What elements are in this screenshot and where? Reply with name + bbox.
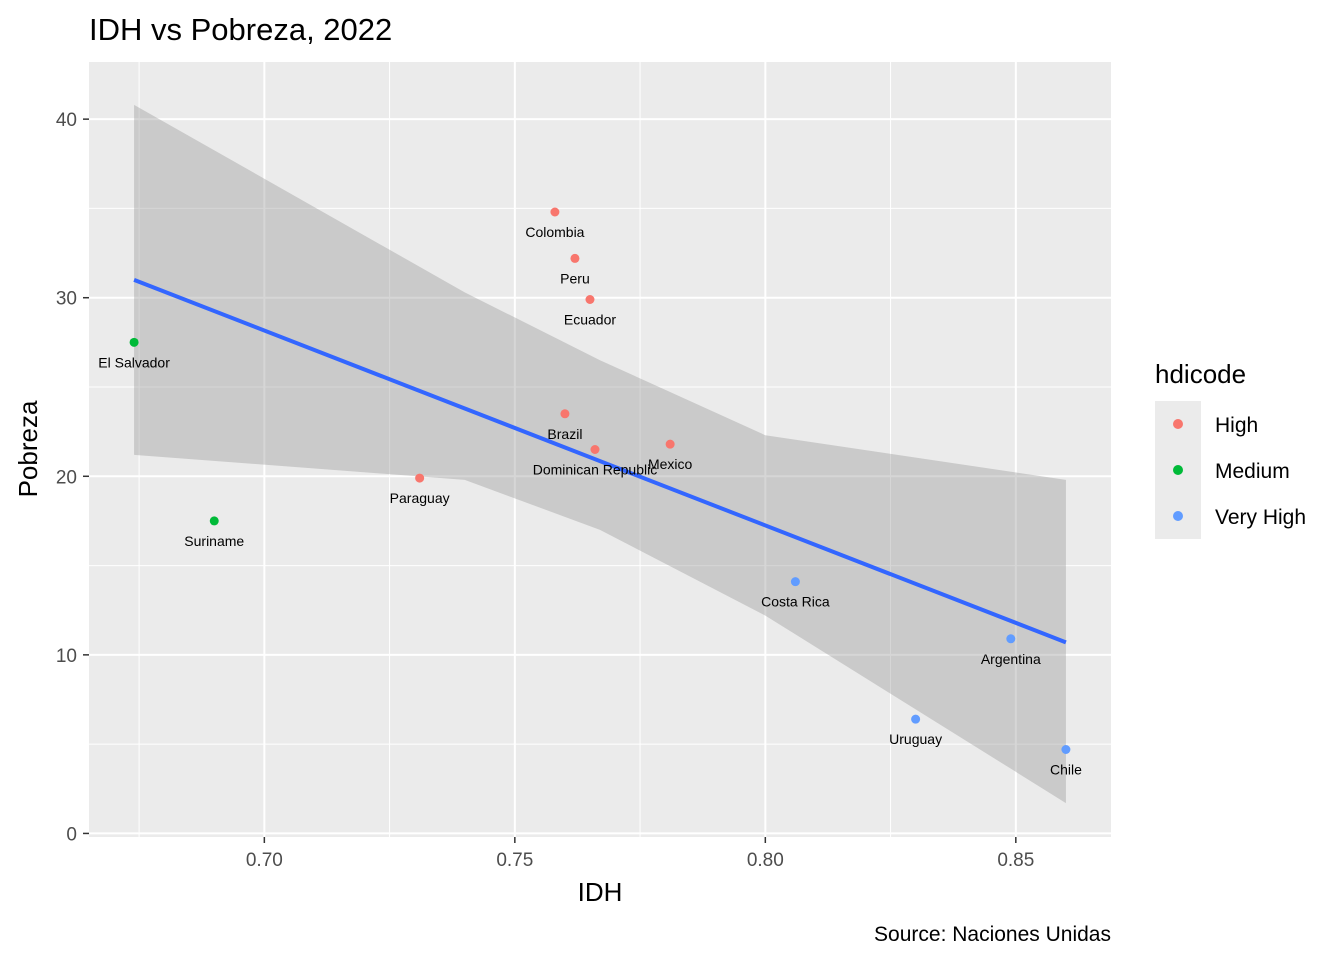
x-tick-label: 0.80 [747,850,784,871]
legend-label-very-high: Very High [1215,506,1306,529]
point-dominican-republic [590,445,600,454]
legend-key-high [1173,419,1183,429]
major-gridlines [89,62,1111,837]
point-ecuador [585,295,595,304]
point-costa-rica [790,577,800,587]
y-tick-label: 20 [56,467,77,488]
point-argentina [1006,634,1016,644]
x-tick-label: 0.85 [997,850,1034,871]
point-labels: Colombia Peru Ecuador El Salvador Brazil Domi… [98,224,1082,778]
point-label-dominican-republic: Dominican Republic [533,462,658,478]
point-label-ecuador: Ecuador [564,312,616,328]
point-label-uruguay: Uruguay [889,731,942,747]
point-label-costa-rica: Costa Rica [761,594,830,610]
x-tick-label: 0.75 [496,850,533,871]
point-brazil [560,409,570,419]
point-suriname [209,516,219,526]
legend-label-high: High [1215,414,1258,437]
plot-panel [89,62,1111,837]
confidence-band [134,104,1066,804]
point-label-el-salvador: El Salvador [98,354,170,370]
y-tick-label: 40 [56,110,77,131]
legend-label-medium: Medium [1215,460,1290,483]
point-label-suriname: Suriname [184,533,244,549]
point-label-chile: Chile [1050,762,1082,778]
point-el-salvador [129,337,139,347]
legend-title: hdicode [1155,359,1246,389]
x-tick-label: 0.70 [246,850,283,871]
data-points [129,207,1071,754]
point-label-brazil: Brazil [547,426,582,442]
minor-gridlines [89,62,1111,837]
x-axis-title: IDH [578,877,623,907]
y-axis-title: Pobreza [13,400,43,497]
point-label-colombia: Colombia [525,224,584,240]
caption: Source: Naciones Unidas [874,923,1111,946]
point-label-peru: Peru [560,270,590,286]
point-uruguay [911,714,921,724]
legend-key-very-high [1173,511,1183,521]
point-colombia [550,207,560,217]
regression-line [133,277,1067,645]
point-chile [1061,745,1071,754]
y-axis-ticks: 0 10 20 30 40 [56,110,89,845]
point-label-mexico: Mexico [648,456,693,472]
point-paraguay [415,473,425,483]
point-mexico [665,439,675,449]
legend: hdicode High Medium Very High [1155,359,1306,539]
y-tick-label: 10 [56,646,77,667]
y-tick-label: 30 [56,289,77,310]
chart-title: IDH vs Pobreza, 2022 [89,12,392,47]
point-label-argentina: Argentina [981,651,1041,667]
point-label-paraguay: Paraguay [390,490,450,506]
x-axis-ticks: 0.70 0.75 0.80 0.85 [246,837,1034,871]
y-tick-label: 0 [66,824,77,845]
point-peru [570,253,580,263]
legend-key-medium [1173,465,1183,475]
